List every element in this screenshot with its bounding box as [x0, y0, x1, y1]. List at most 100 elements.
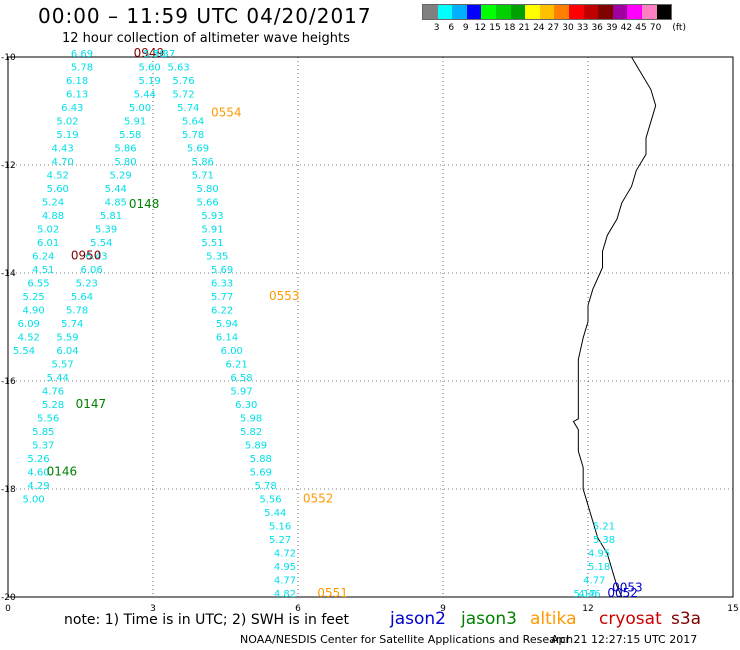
- scale-tick-label: 12: [474, 23, 487, 33]
- scale-swatch: [423, 5, 438, 19]
- pass-time-label: 0147: [76, 397, 107, 411]
- wave-height-label: 4.90: [23, 306, 45, 317]
- scale-swatch: [539, 5, 555, 19]
- scale-tick-label: 39: [606, 23, 618, 33]
- wave-height-label: 6.14: [216, 333, 238, 344]
- wave-height-label: 5.69: [211, 265, 233, 276]
- scale-swatch: [641, 5, 657, 19]
- wave-height-label: 4.46: [578, 589, 600, 600]
- wave-height-label: 5.18: [588, 562, 610, 573]
- wave-height-label: 6.55: [27, 279, 49, 290]
- scale-tick-label: 9: [462, 23, 469, 33]
- wave-height-label: 5.25: [23, 292, 45, 303]
- wave-height-label: 5.63: [168, 63, 190, 74]
- wave-height-label: 4.51: [32, 265, 54, 276]
- wave-height-label: 5.02: [56, 117, 78, 128]
- wave-height-label: 5.76: [172, 76, 194, 87]
- wave-height-label: 4.43: [52, 144, 74, 155]
- scale-tick-label: 45: [635, 23, 647, 33]
- wave-height-label: 5.78: [182, 130, 204, 141]
- wave-height-label: 6.18: [66, 76, 88, 87]
- scale-swatch: [437, 5, 453, 19]
- wave-height-label: 5.80: [114, 157, 136, 168]
- scale-tick-label: 70: [649, 23, 662, 33]
- legend-s3a: s3a: [671, 609, 702, 629]
- wave-height-label: 5.78: [71, 63, 93, 74]
- wave-height-label: 5.44: [47, 373, 69, 384]
- pass-time-label: 0949: [134, 46, 165, 60]
- wave-height-label: 5.80: [197, 184, 219, 195]
- y-tick-label: -10: [1, 53, 16, 63]
- wave-height-label: 6.21: [226, 360, 248, 371]
- scale-unit-label: (ft): [672, 23, 686, 33]
- x-tick-label: 6: [295, 604, 301, 614]
- wave-height-label: 6.00: [221, 346, 243, 357]
- x-tick-label: 9: [440, 604, 446, 614]
- wave-height-label: 4.60: [27, 468, 49, 479]
- color-scale-labels: 3 6 9 12 15 18 21 24 27 30 33 36 39 42 45 70 (ft): [422, 20, 686, 34]
- scale-tick-label: 18: [503, 23, 516, 33]
- wave-height-label: 6.06: [81, 265, 103, 276]
- wave-height-label: 5.35: [206, 252, 228, 263]
- pass-time-label: 0148: [129, 197, 160, 211]
- page-subtitle: 12 hour collection of altimeter wave hei…: [62, 31, 350, 46]
- wave-height-label: 6.01: [37, 238, 59, 249]
- scale-swatch: [627, 5, 642, 19]
- scale-swatch: [510, 5, 526, 19]
- scale-swatch: [612, 5, 628, 19]
- scale-swatch: [568, 5, 584, 19]
- wave-height-label: 5.54: [13, 346, 35, 357]
- y-tick-label: -14: [1, 269, 16, 279]
- wave-height-label: 5.78: [143, 49, 165, 60]
- wave-height-label: 4.52: [18, 333, 40, 344]
- scale-tick-label: 30: [562, 23, 574, 33]
- credit-line: NOAA/NESDIS Center for Satellite Applica…: [240, 633, 574, 646]
- wave-height-label: 5.88: [250, 454, 272, 465]
- pass-time-label: 0146: [47, 465, 78, 479]
- x-tick-label: 12: [582, 604, 593, 614]
- wave-height-label: 6.09: [18, 319, 40, 330]
- wave-height-label: 4.85: [105, 198, 127, 209]
- wave-height-label: 5.44: [134, 90, 156, 101]
- wave-height-label: 5.37: [32, 441, 54, 452]
- scale-swatch: [525, 5, 540, 19]
- pass-time-label: 0950: [71, 249, 102, 263]
- wave-height-label: 5.81: [100, 211, 122, 222]
- scale-swatch: [466, 5, 482, 19]
- wave-height-label: 5.44: [264, 508, 286, 519]
- wave-height-label: 5.78: [255, 481, 277, 492]
- wave-height-label: 6.43: [85, 252, 107, 263]
- wave-height-label: 6.30: [235, 400, 257, 411]
- wave-height-label: 4.70: [52, 157, 74, 168]
- scale-tick-label: 3: [433, 23, 440, 33]
- color-scale-bar: [422, 4, 673, 20]
- wave-height-label: 5.27: [269, 535, 291, 546]
- pass-time-label: 0552: [303, 492, 334, 506]
- wave-height-label: 5.21: [593, 522, 615, 533]
- wave-height-label: 5.28: [42, 400, 64, 411]
- y-tick-label: -20: [1, 593, 16, 603]
- pass-time-label: 0052: [607, 586, 638, 600]
- wave-height-label: 5.94: [216, 319, 238, 330]
- wave-height-label: 5.74: [177, 103, 199, 114]
- color-scale-legend: 3 6 9 12 15 18 21 24 27 30 33 36 39 42 45 70 (ft): [422, 4, 686, 38]
- wave-height-label: 5.93: [201, 211, 223, 222]
- pass-time-label: 0551: [317, 586, 348, 600]
- wave-height-label: 4.95: [274, 562, 296, 573]
- wave-height-label: 4.95: [588, 549, 610, 560]
- scale-swatch: [452, 5, 467, 19]
- wave-height-label: 5.00: [129, 103, 151, 114]
- wave-height-label: 5.86: [192, 157, 214, 168]
- generated-timestamp: Apr 21 12:27:15 UTC 2017: [551, 633, 698, 646]
- y-tick-label: -12: [1, 161, 16, 171]
- wave-height-label: 5.64: [182, 117, 204, 128]
- wave-height-label: 5.37: [153, 49, 175, 60]
- footnote: note: 1) Time is in UTC; 2) SWH is in fe…: [64, 612, 350, 628]
- wave-height-label: 5.74: [61, 319, 83, 330]
- wave-height-label: 4.77: [583, 576, 605, 587]
- wave-height-label: 5.51: [201, 238, 223, 249]
- wave-height-label: 5.19: [56, 130, 78, 141]
- scale-tick-label: 27: [547, 23, 560, 33]
- wave-height-label: 5.60: [47, 184, 69, 195]
- wave-height-label: 5.64: [71, 292, 93, 303]
